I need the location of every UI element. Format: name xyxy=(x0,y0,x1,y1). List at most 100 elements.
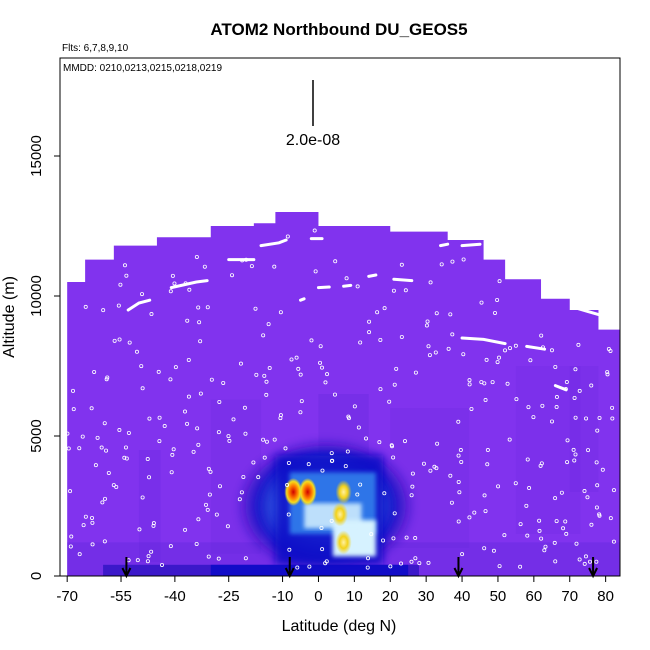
x-tick-label: 10 xyxy=(346,588,363,605)
sample-marker xyxy=(173,365,178,370)
sample-marker xyxy=(267,366,272,371)
x-tick-label: -55 xyxy=(110,588,132,605)
sample-marker xyxy=(195,426,200,431)
sample-marker xyxy=(479,300,484,305)
sample-marker xyxy=(243,431,248,436)
sample-marker xyxy=(209,377,214,382)
sample-marker xyxy=(170,273,175,278)
sample-marker xyxy=(573,367,578,372)
sample-marker xyxy=(472,510,477,515)
sample-marker xyxy=(382,306,387,311)
sample-marker xyxy=(140,495,145,500)
sample-marker xyxy=(333,259,338,264)
sample-marker xyxy=(81,523,86,528)
sample-marker xyxy=(467,378,472,383)
sample-marker xyxy=(101,308,106,313)
sample-marker xyxy=(391,288,396,293)
sample-marker xyxy=(366,556,371,561)
sample-marker xyxy=(543,544,548,549)
sample-marker xyxy=(565,438,570,443)
sample-marker xyxy=(404,535,409,540)
x-tick-label: -40 xyxy=(164,588,186,605)
sample-marker xyxy=(497,279,502,284)
sample-marker xyxy=(507,437,512,442)
sample-marker xyxy=(124,273,129,278)
sample-marker xyxy=(242,405,247,410)
sample-marker xyxy=(479,380,484,385)
sample-marker xyxy=(205,305,210,310)
x-tick-label: 50 xyxy=(490,588,507,605)
flights-note: Flts: 6,7,8,9,10 xyxy=(62,43,129,54)
sample-marker xyxy=(145,559,150,564)
sample-marker xyxy=(553,365,558,370)
sample-marker xyxy=(278,416,283,421)
sample-marker xyxy=(594,460,599,465)
sample-marker xyxy=(90,520,95,525)
sample-marker xyxy=(171,447,176,452)
sample-marker xyxy=(196,517,201,522)
sample-marker xyxy=(564,531,569,536)
sample-marker xyxy=(106,470,111,475)
sample-marker xyxy=(197,320,202,325)
sample-marker xyxy=(589,383,594,388)
sample-marker xyxy=(388,564,393,569)
sample-marker xyxy=(159,562,164,567)
sample-marker xyxy=(492,310,497,315)
sample-marker xyxy=(261,437,266,442)
y-axis: 0 5000 10000 15000 xyxy=(28,135,60,580)
sample-marker xyxy=(352,404,357,409)
sample-marker xyxy=(287,547,292,552)
sample-marker xyxy=(391,536,396,541)
sample-marker xyxy=(433,350,438,355)
sample-marker xyxy=(525,457,530,462)
flight-track xyxy=(392,277,414,283)
x-tick-label: 0 xyxy=(314,588,322,605)
sample-marker xyxy=(227,438,232,443)
sample-marker xyxy=(378,387,383,392)
sample-marker xyxy=(565,460,570,465)
flight-track xyxy=(126,298,152,312)
sample-marker xyxy=(485,462,490,467)
sample-marker xyxy=(77,552,82,557)
sample-marker xyxy=(542,548,547,553)
sample-marker xyxy=(117,428,122,433)
sample-marker xyxy=(68,544,73,549)
sample-marker xyxy=(298,372,303,377)
sample-marker xyxy=(356,425,361,430)
sample-marker xyxy=(483,509,488,514)
sample-marker xyxy=(66,446,71,451)
sample-marker xyxy=(387,399,392,404)
model-field xyxy=(67,212,620,576)
flight-track xyxy=(460,336,507,346)
sample-marker xyxy=(244,257,249,262)
sample-marker xyxy=(482,493,487,498)
sample-marker xyxy=(71,407,76,412)
sample-marker xyxy=(531,415,536,420)
chart-title: ATOM2 Northbound DU_GEOS5 xyxy=(210,20,467,39)
sample-marker xyxy=(157,415,162,420)
flight-track xyxy=(571,305,604,318)
sample-marker xyxy=(65,431,70,436)
sample-marker xyxy=(435,441,440,446)
sample-marker xyxy=(503,348,508,353)
sample-marker xyxy=(139,364,144,369)
sample-marker xyxy=(278,310,283,315)
field-shading xyxy=(569,366,599,492)
sample-marker xyxy=(318,360,323,365)
sample-marker xyxy=(309,338,314,343)
sample-marker xyxy=(231,417,236,422)
sample-marker xyxy=(289,357,294,362)
sample-marker xyxy=(147,475,152,480)
sample-marker xyxy=(318,344,323,349)
sample-marker xyxy=(206,554,211,559)
sample-marker xyxy=(450,259,455,264)
sample-marker xyxy=(323,380,328,385)
sample-marker xyxy=(399,334,404,339)
sample-marker xyxy=(611,539,616,544)
sample-marker xyxy=(577,557,582,562)
sample-marker xyxy=(99,445,104,450)
sample-marker xyxy=(329,518,334,523)
sample-marker xyxy=(140,386,145,391)
sample-marker xyxy=(600,467,605,472)
